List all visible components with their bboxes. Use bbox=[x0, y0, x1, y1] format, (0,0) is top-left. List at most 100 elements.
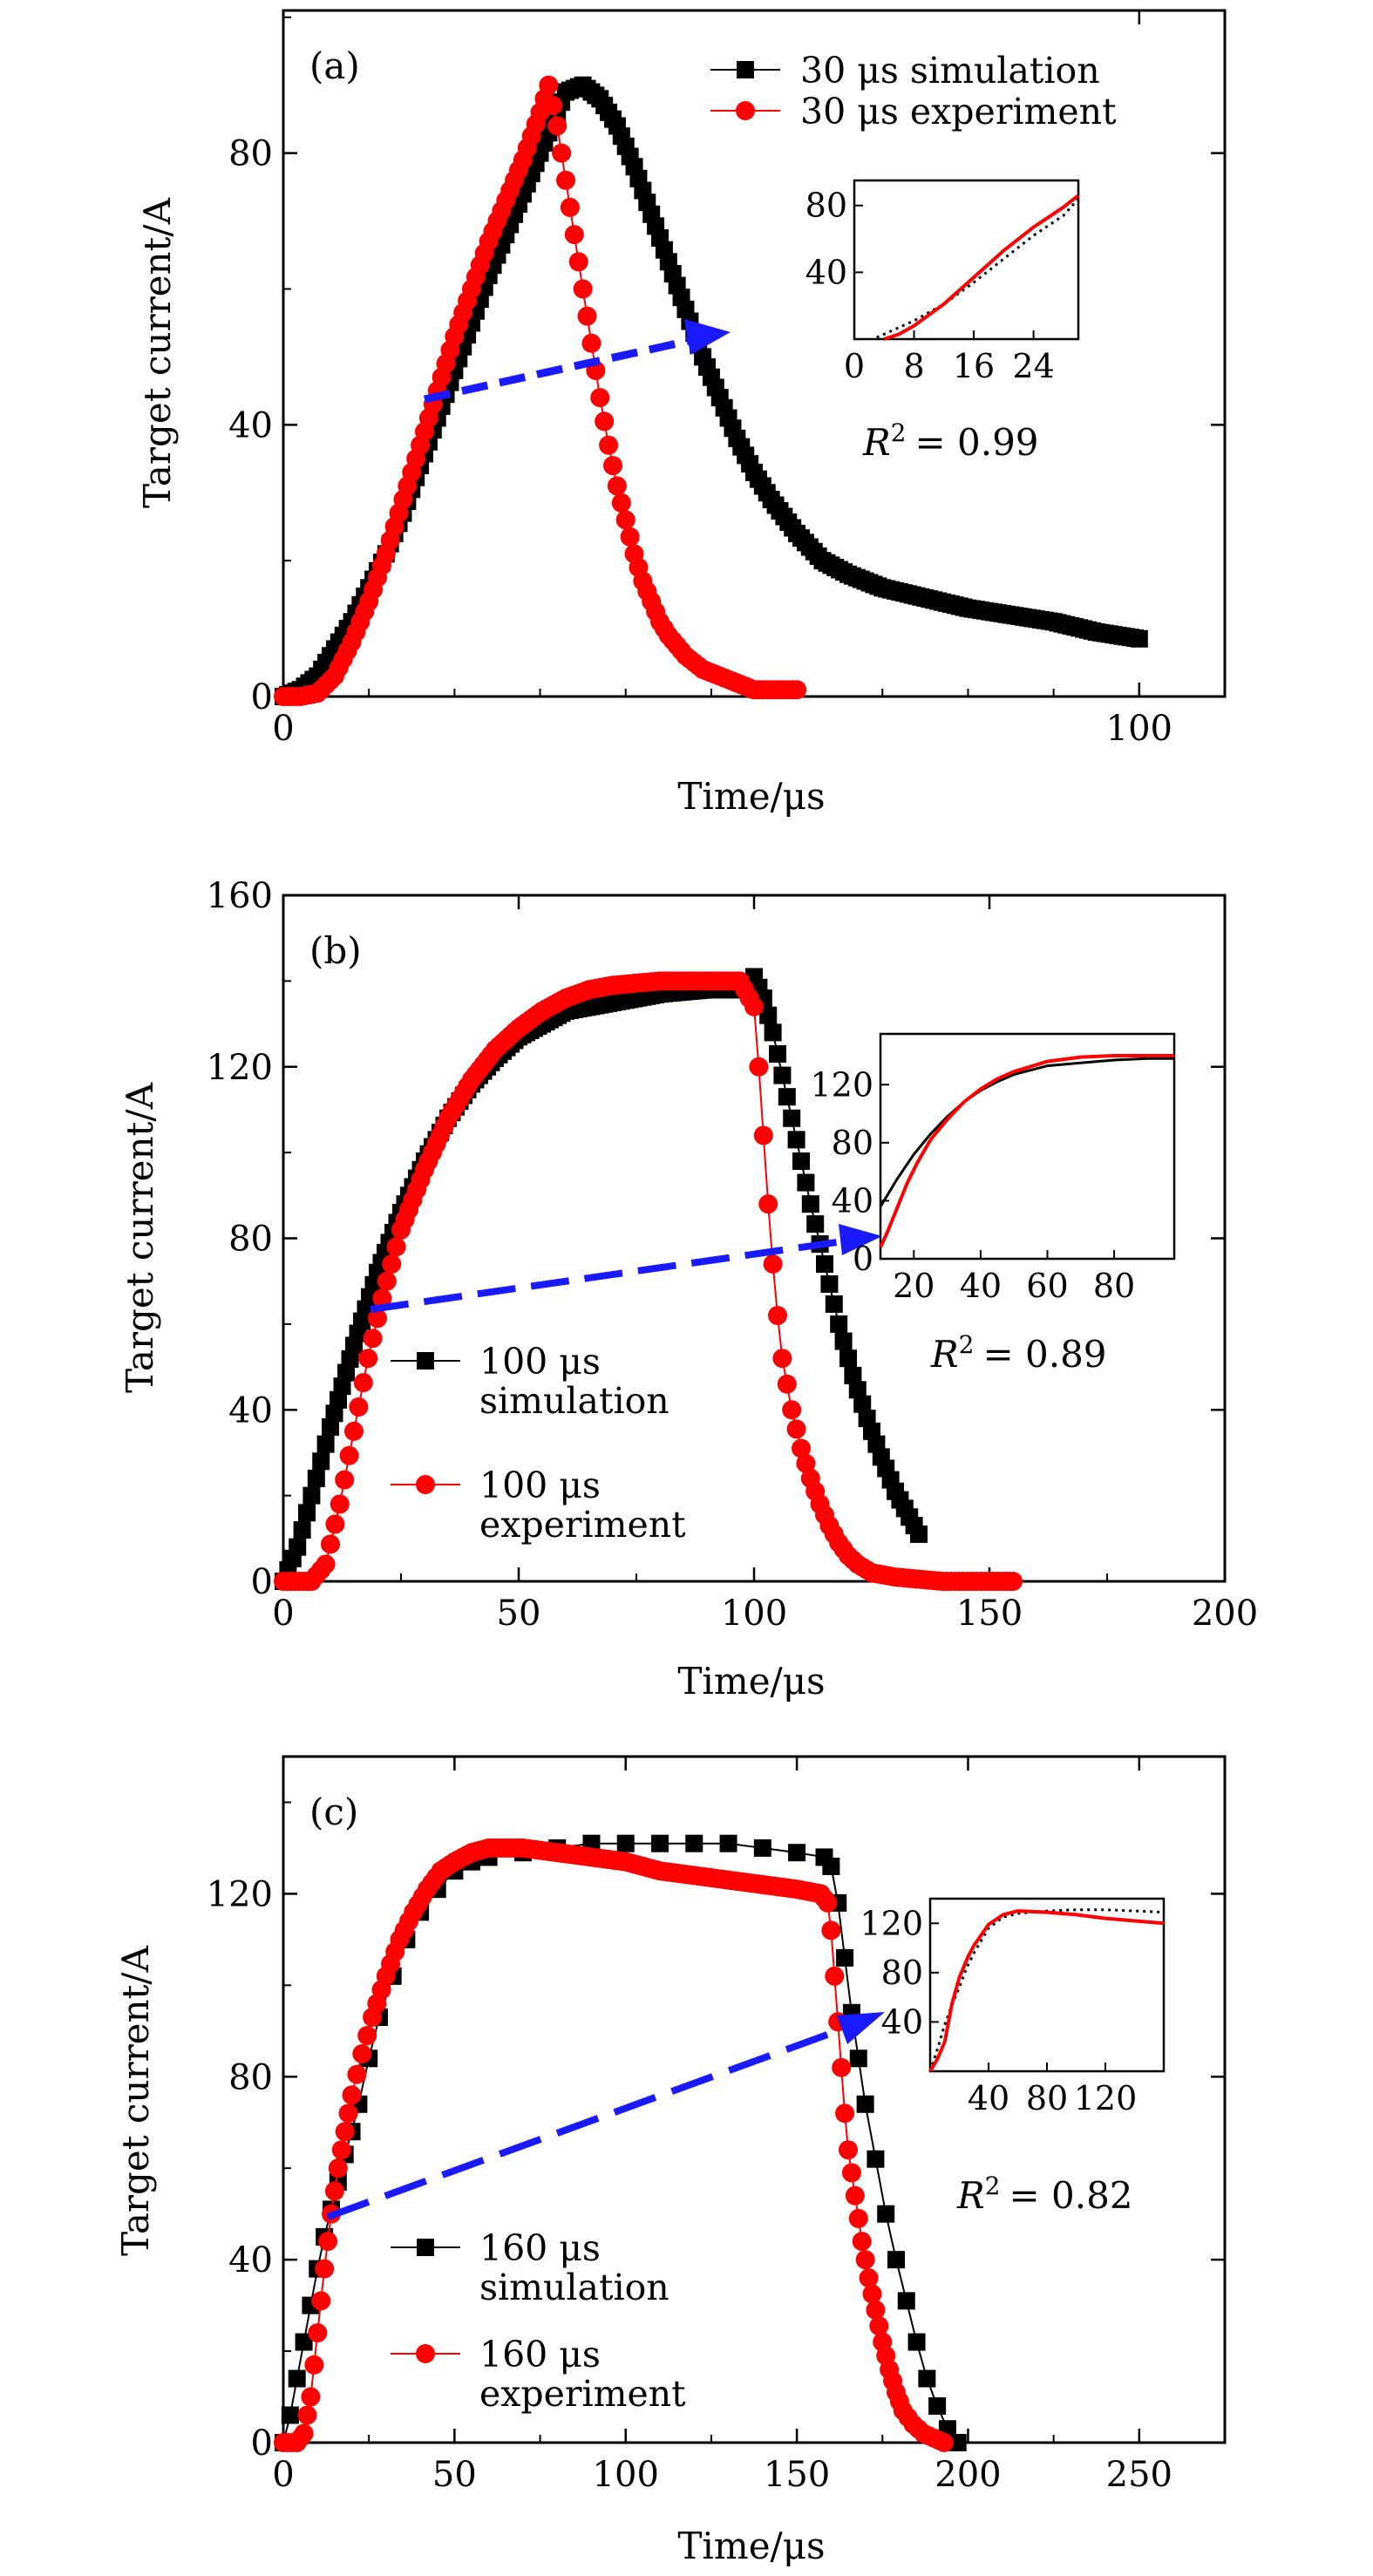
data-point-b-exp-18 bbox=[353, 1373, 373, 1393]
inset-y-tick-label-b-3: 120 bbox=[810, 1065, 873, 1104]
panel-label-a: (a) bbox=[309, 44, 360, 87]
data-point-b-sim-8 bbox=[312, 1452, 330, 1471]
data-point-c-sim-35 bbox=[849, 2049, 867, 2068]
x-tick-label-a-1: 100 bbox=[1106, 709, 1172, 749]
data-point-b-exp-123 bbox=[792, 1438, 811, 1458]
data-point-c-sim-27 bbox=[719, 1834, 737, 1852]
data-point-c-exp-137 bbox=[845, 2185, 865, 2206]
data-point-b-exp-122 bbox=[786, 1419, 806, 1439]
arrow-b bbox=[370, 1224, 882, 1313]
legend-label-exp-b-1: 100 μs bbox=[479, 1465, 601, 1506]
data-point-c-sim-29 bbox=[788, 1844, 806, 1862]
x-axis-title-a: Time/μs bbox=[677, 775, 825, 818]
data-point-c-sim-41 bbox=[907, 2333, 926, 2351]
inset-b: 20 40 60 80 0 40 80 120 bbox=[810, 1054, 1174, 1305]
inset-y-tick-label-a-0: 40 bbox=[805, 253, 847, 291]
legend-marker-sim-a bbox=[737, 61, 754, 78]
inset-series-c-0 bbox=[928, 1908, 1165, 2072]
data-point-b-exp-16 bbox=[344, 1421, 364, 1441]
legend-marker-exp-c bbox=[416, 2344, 435, 2363]
inset-x-tick-label-a-3: 24 bbox=[1012, 347, 1054, 385]
data-point-b-exp-121 bbox=[782, 1400, 802, 1420]
data-point-c-sim-31 bbox=[822, 1857, 840, 1875]
data-point-c-exp-142 bbox=[862, 2284, 882, 2304]
x-tick-label-c-2: 100 bbox=[593, 2455, 659, 2495]
legend-label-sim-a: 30 μs simulation bbox=[800, 50, 1100, 92]
inset-series-c-1 bbox=[928, 1909, 1165, 2073]
x-tick-label-b-0: 0 bbox=[272, 1594, 294, 1634]
arrow-head-c bbox=[837, 2012, 885, 2044]
data-point-c-exp-141 bbox=[859, 2268, 879, 2288]
data-point-c-exp-135 bbox=[839, 2140, 858, 2160]
data-point-b-exp-12 bbox=[325, 1514, 345, 1534]
inset-y-tick-label-b-0: 0 bbox=[853, 1240, 873, 1278]
data-point-c-exp-6 bbox=[297, 2405, 317, 2425]
data-point-b-exp-114 bbox=[749, 1057, 769, 1077]
data-point-c-exp-133 bbox=[832, 2057, 852, 2077]
data-point-b-sim-120 bbox=[773, 1066, 792, 1084]
data-point-a-exp-78 bbox=[607, 476, 627, 496]
legend-b: 100 μs simulation 100 μs experiment bbox=[391, 1341, 686, 1546]
y-tick-label-b-4: 160 bbox=[207, 876, 273, 916]
data-point-c-exp-129 bbox=[818, 1893, 838, 1913]
arrow-head-a bbox=[684, 319, 731, 355]
data-point-b-sim-127 bbox=[806, 1215, 825, 1234]
data-point-b-sim-126 bbox=[801, 1195, 819, 1213]
data-point-a-exp-63 bbox=[543, 96, 563, 116]
legend-a: 30 μs simulation 30 μs experiment bbox=[710, 50, 1117, 133]
data-point-a-exp-76 bbox=[599, 435, 619, 455]
data-point-b-exp-120 bbox=[777, 1374, 797, 1394]
data-point-c-sim-3 bbox=[295, 2333, 313, 2351]
data-point-c-exp-131 bbox=[825, 1966, 845, 1986]
data-point-b-sim-131 bbox=[825, 1295, 843, 1313]
data-point-c-sim-24 bbox=[616, 1834, 635, 1852]
arrow-line-b bbox=[370, 1239, 838, 1313]
inset-x-tick-label-c-1: 80 bbox=[1026, 2079, 1068, 2117]
inset-series-b-1 bbox=[879, 1054, 1174, 1248]
data-point-b-exp-118 bbox=[768, 1306, 787, 1326]
data-point-c-exp-138 bbox=[848, 2208, 868, 2228]
r2-value-b: = 0.89 bbox=[982, 1333, 1106, 1376]
r2-symbol-c: R bbox=[956, 2174, 985, 2217]
data-point-c-exp-18 bbox=[338, 2104, 358, 2124]
data-point-b-exp-20 bbox=[363, 1329, 383, 1349]
inset-y-tick-label-b-1: 40 bbox=[832, 1181, 873, 1220]
r2-symbol-a: R bbox=[862, 421, 891, 464]
plot-frame-c bbox=[282, 1755, 1227, 2444]
data-point-a-exp-72 bbox=[581, 333, 602, 353]
data-point-b-sim-119 bbox=[769, 1044, 786, 1063]
inset-a: 0 8 16 24 40 80 bbox=[805, 187, 1080, 385]
data-point-b-sim-133 bbox=[834, 1332, 853, 1350]
x-tick-label-c-5: 250 bbox=[1106, 2455, 1172, 2495]
data-point-b-exp-23 bbox=[377, 1271, 397, 1291]
data-point-a-exp-71 bbox=[577, 306, 597, 326]
data-point-a-exp-68 bbox=[564, 225, 584, 245]
data-point-a-exp-77 bbox=[603, 456, 622, 476]
data-point-b-sim-9 bbox=[316, 1435, 335, 1453]
data-point-c-sim-39 bbox=[887, 2251, 905, 2269]
y-axis-title-c: Target current/A bbox=[114, 1945, 157, 2256]
y-tick-label-c-3: 120 bbox=[207, 1874, 273, 1914]
arrow-head-b bbox=[839, 1224, 882, 1255]
panel-label-c: (c) bbox=[309, 1791, 358, 1833]
data-point-c-sim-26 bbox=[685, 1834, 703, 1852]
data-point-c-exp-15 bbox=[328, 2158, 348, 2178]
data-point-c-exp-134 bbox=[835, 2104, 855, 2124]
x-tick-label-c-4: 200 bbox=[935, 2455, 1001, 2495]
data-point-c-exp-20 bbox=[347, 2064, 367, 2084]
data-point-a-exp-74 bbox=[590, 388, 610, 408]
data-point-c-exp-14 bbox=[324, 2181, 344, 2201]
data-point-b-sim-12 bbox=[330, 1390, 347, 1409]
series-a bbox=[274, 75, 1148, 706]
legend-label-sim-b-2: simulation bbox=[479, 1380, 670, 1422]
r2-label-b: R2 = 0.89 bbox=[930, 1330, 1107, 1376]
data-point-b-exp-10 bbox=[316, 1554, 336, 1574]
inset-series-b-0 bbox=[879, 1057, 1174, 1207]
r2-label-a: R2 = 0.99 bbox=[862, 418, 1039, 465]
data-point-b-sim-130 bbox=[820, 1274, 839, 1293]
r2-value-c: = 0.82 bbox=[1009, 2174, 1132, 2217]
data-point-b-sim-137 bbox=[853, 1395, 872, 1413]
data-point-b-sim-135 bbox=[844, 1366, 862, 1384]
